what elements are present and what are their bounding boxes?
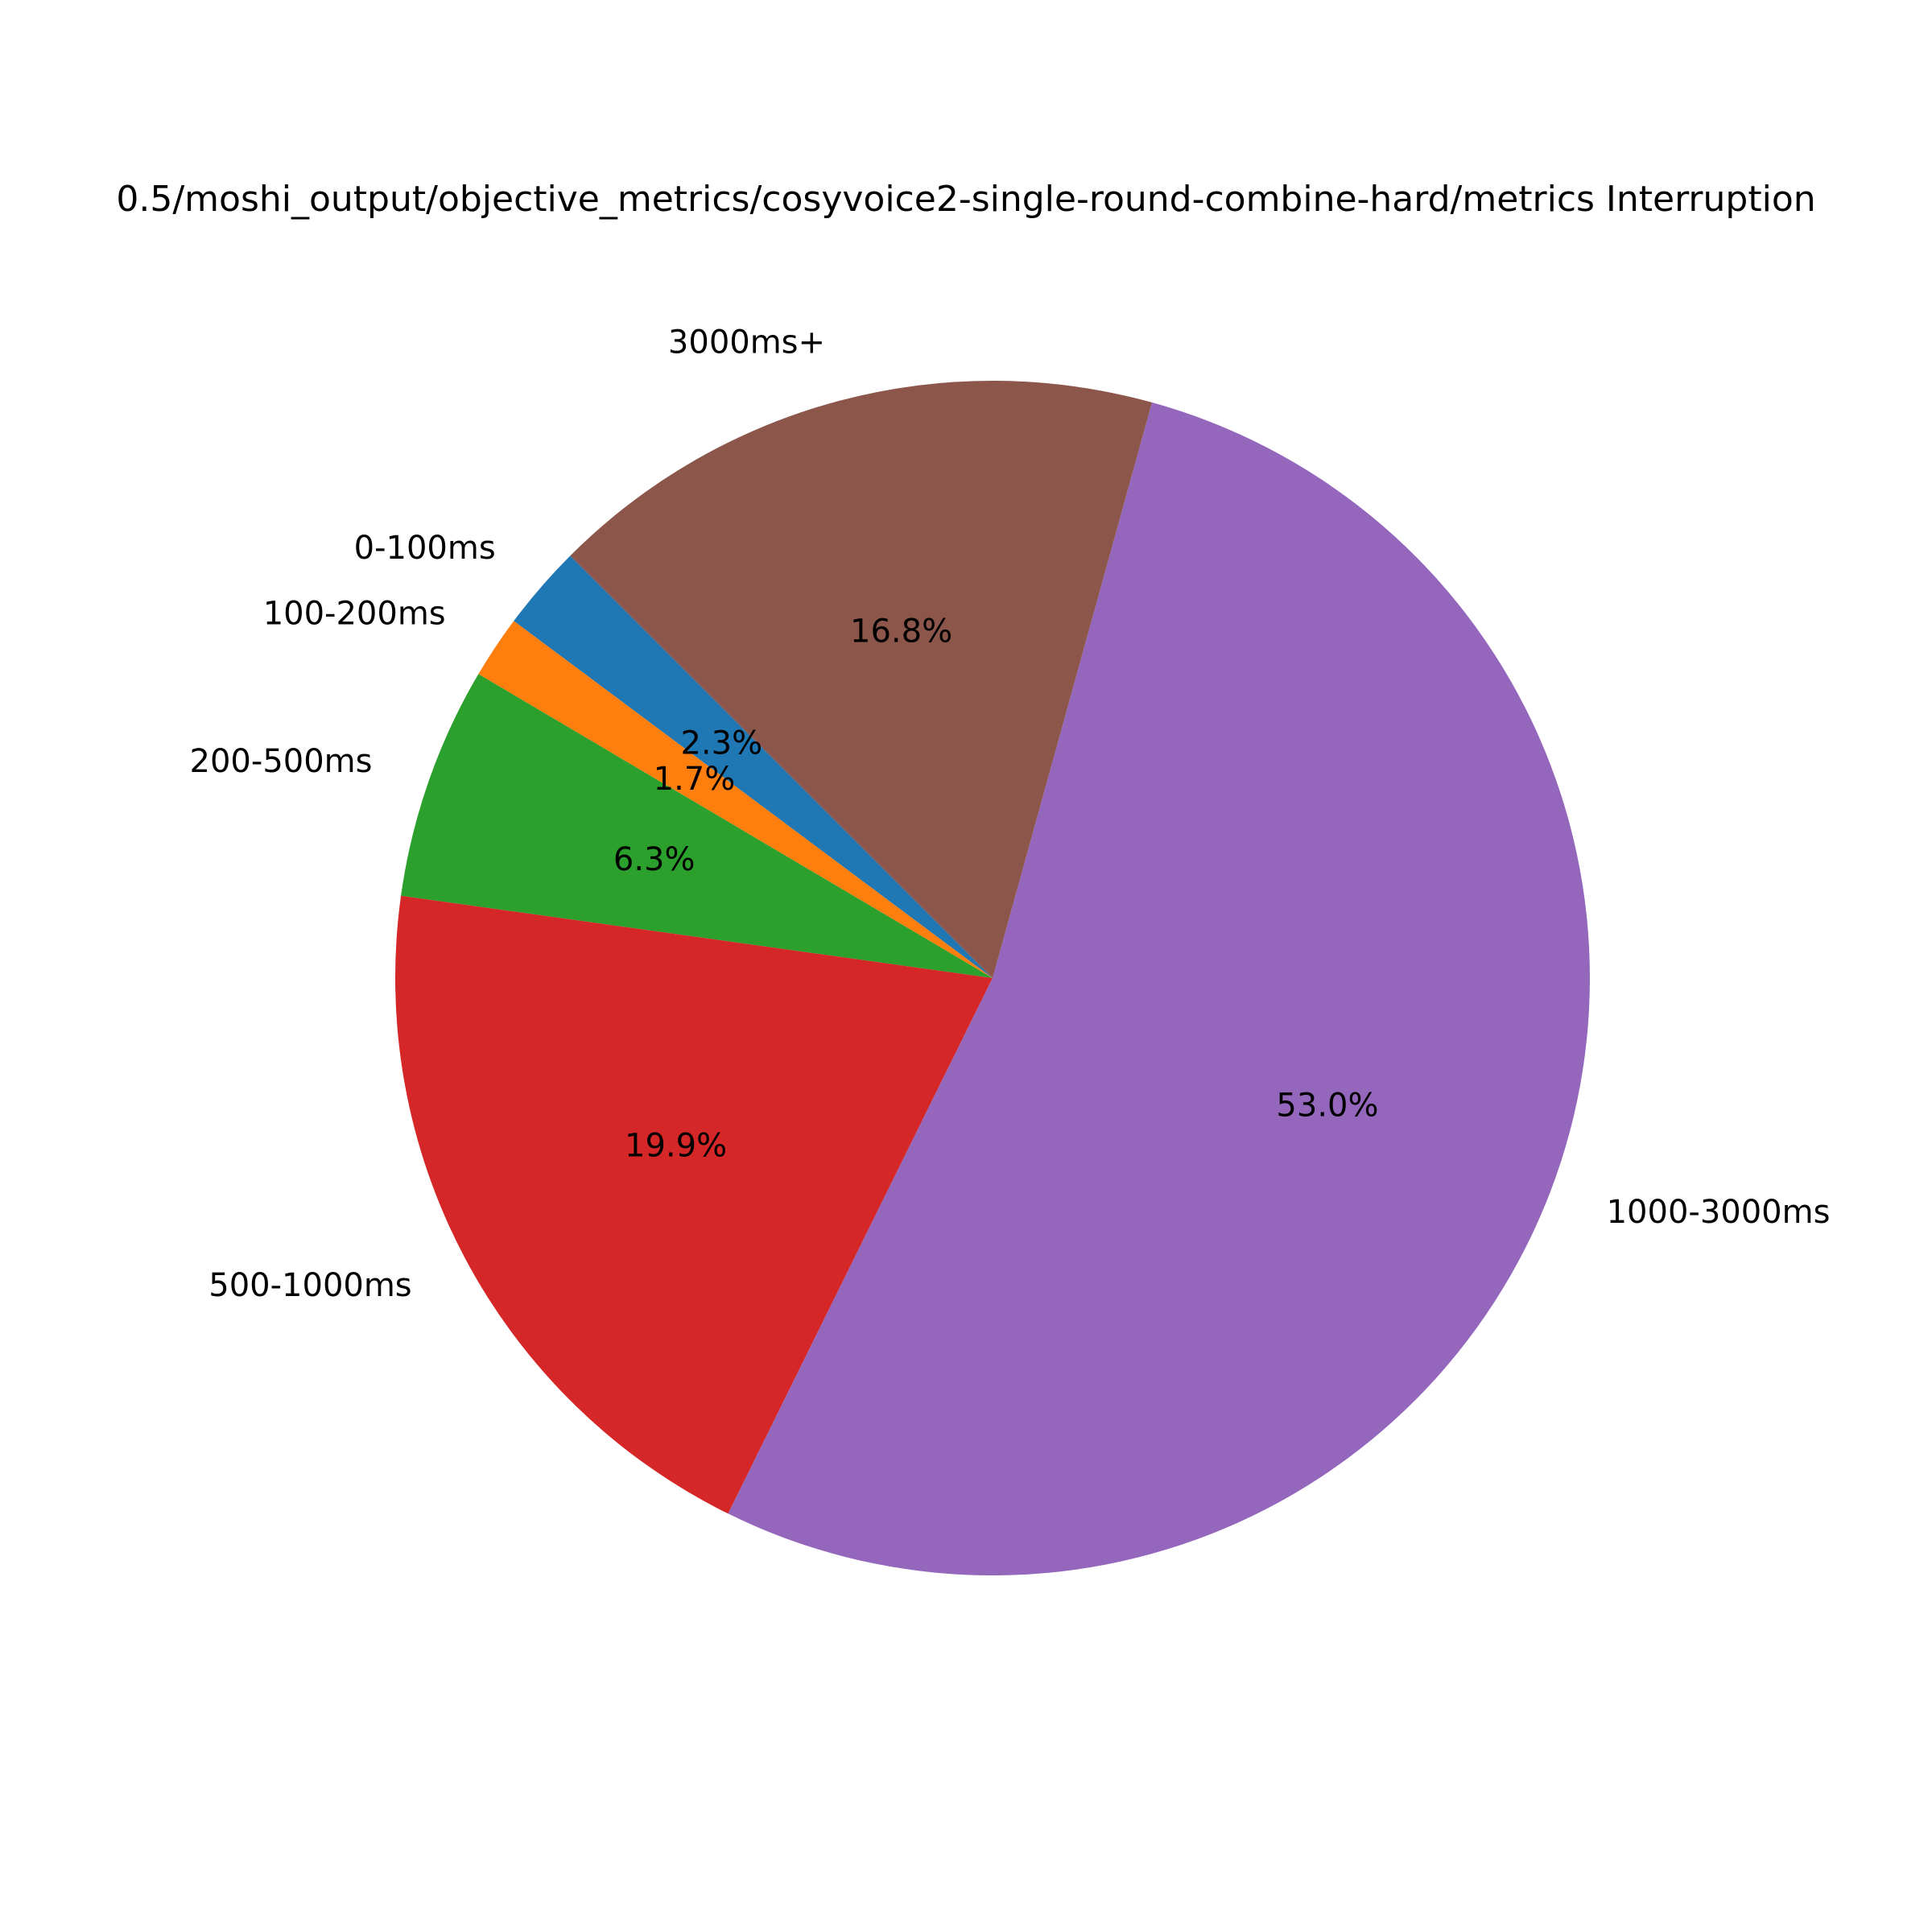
pct-label-1000-3000ms: 53.0% <box>1276 1088 1378 1125</box>
pie-slice-500-1000ms <box>395 895 993 1514</box>
slice-label-100-200ms: 100-200ms <box>263 596 446 633</box>
pie-slice-200-500ms <box>401 674 993 978</box>
pie-slice-0-100ms <box>514 555 993 978</box>
slice-label-200-500ms: 200-500ms <box>190 743 373 780</box>
pct-label-100-200ms: 1.7% <box>654 761 736 798</box>
slice-label-500-1000ms: 500-1000ms <box>208 1267 411 1304</box>
pct-label-500-1000ms: 19.9% <box>625 1127 727 1164</box>
pct-label-3000ms: 16.8% <box>850 613 952 650</box>
pie-slice-100-200ms <box>478 621 993 978</box>
pct-label-200-500ms: 6.3% <box>613 841 696 878</box>
pct-label-0-100ms: 2.3% <box>680 725 762 762</box>
pie-slice-1000-3000ms <box>728 402 1591 1576</box>
slice-label-1000-3000ms: 1000-3000ms <box>1607 1194 1831 1231</box>
slice-label-3000ms: 3000ms+ <box>668 324 825 361</box>
chart-title: 0.5/moshi_output/objective_metrics/cosyv… <box>116 179 1815 220</box>
pie-labels: 0-100ms 2.3% 100-200ms 1.7% 200-500ms 6.3% 500… <box>190 324 1831 1304</box>
slice-label-0-100ms: 0-100ms <box>354 530 496 567</box>
pie-slices <box>395 381 1591 1576</box>
pie-slice-3000ms <box>570 381 1153 979</box>
